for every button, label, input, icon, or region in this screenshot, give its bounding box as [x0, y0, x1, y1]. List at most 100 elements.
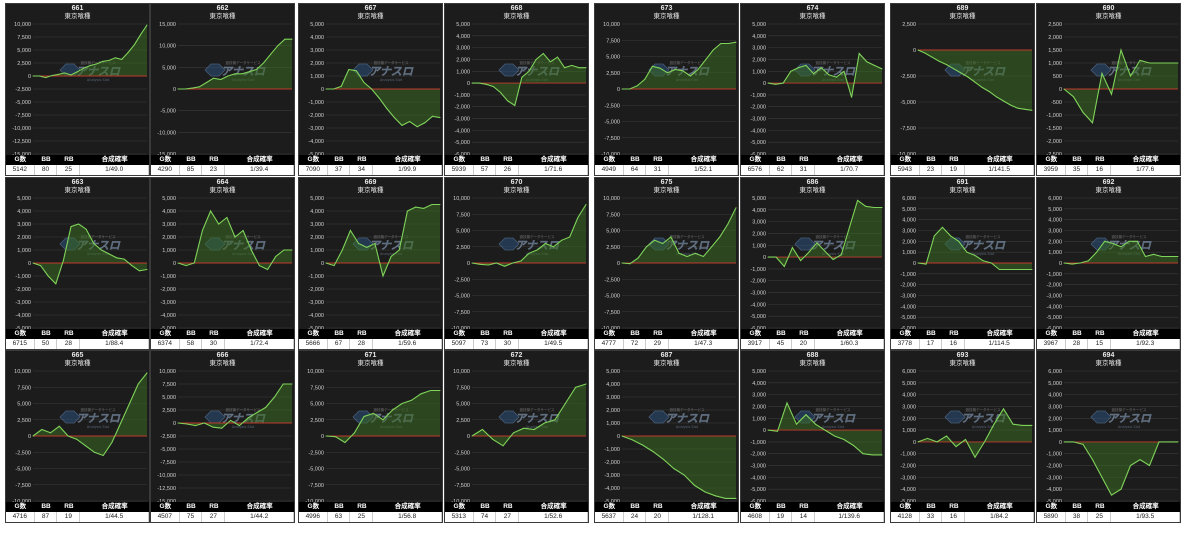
machine-panel[interactable]: 6,000 5,000 4,000 3,000 2,000 1,000 0 -1,000 -2,… — [890, 177, 1035, 350]
data-point — [702, 256, 704, 257]
bb-count-header: BB — [334, 156, 344, 163]
machine-panel[interactable]: 2,500 2,000 1,500 1,000 500 0 -500 -1,000 -1,500… — [1036, 3, 1181, 176]
y-tick-label: -2,000 — [308, 113, 324, 119]
y-tick-label: 0 — [173, 87, 176, 93]
data-point — [349, 230, 351, 231]
data-point — [32, 75, 34, 77]
y-tick-label: -3,000 — [750, 291, 766, 297]
stats-header-row: G数 BB RB 合成確率 — [445, 155, 588, 165]
machine-panel[interactable]: 5,000 4,000 3,000 2,000 1,000 0 -1,000 -2,000 -3… — [298, 3, 443, 176]
stats-value-row: 5313 74 27 1/52.6 — [445, 512, 588, 522]
data-point — [767, 256, 769, 258]
games-count-value: 5939 — [445, 165, 474, 175]
machine-panel[interactable]: 10,000 7,500 5,000 2,500 0 -2,500 -5,000 -7,500… — [444, 350, 589, 523]
combined-probability-header: 合成確率 — [690, 330, 717, 337]
y-tick-label: -4,000 — [308, 313, 324, 319]
machine-panel[interactable]: 5,000 4,000 3,000 2,000 1,000 0 -1,000 -2,000 -3… — [5, 177, 150, 350]
games-count-value: 5890 — [1037, 512, 1066, 522]
combined-probability-value: 1/139.6 — [815, 512, 884, 522]
logo-sub-text: Analysis Slot — [972, 252, 995, 256]
machine-panel[interactable]: 5,000 4,000 3,000 2,000 1,000 0 -1,000 -2,000 -3… — [594, 350, 739, 523]
data-point — [950, 235, 952, 237]
machine-panel[interactable]: 10,000 7,500 5,000 2,500 0 -2,500 -5,000 -7,500… — [5, 350, 150, 523]
stats-header-row: G数 BB RB 合成確率 — [299, 329, 442, 339]
machine-panel[interactable]: 10,000 7,500 5,000 2,500 0 -2,500 -5,000 -7,500… — [150, 350, 295, 523]
data-point — [735, 41, 737, 43]
data-point — [967, 76, 969, 78]
y-tick-label: 3,000 — [310, 222, 324, 228]
machine-panel[interactable]: 6,000 5,000 4,000 3,000 2,000 1,000 0 -1,000 -2,… — [890, 350, 1035, 523]
data-point — [120, 422, 122, 424]
machine-panel[interactable]: 5,000 4,000 3,000 2,000 1,000 0 -1,000 -2,000 -3… — [740, 350, 885, 523]
machine-number: 688 — [806, 352, 819, 359]
y-tick-label: -2,500 — [604, 103, 620, 109]
y-tick-label: -1,000 — [1046, 452, 1062, 458]
y-tick-label: 10,000 — [14, 22, 31, 28]
data-point — [808, 251, 810, 253]
bb-count-value: 28 — [1066, 339, 1089, 349]
data-point — [528, 70, 530, 72]
machine-panel[interactable]: 10,000 7,500 5,000 2,500 0 -2,500 -5,000 -7,500… — [298, 350, 443, 523]
games-count-value: 5142 — [6, 165, 35, 175]
logo-top-text: 遊技機データサービス — [520, 234, 555, 239]
games-count-value: 4507 — [151, 512, 180, 522]
machine-panel[interactable]: 10,000 7,500 5,000 2,500 0 -2,500 -5,000 -7,500… — [444, 177, 589, 350]
machine-number: 691 — [956, 179, 969, 186]
y-tick-label: -2,000 — [160, 287, 176, 293]
y-tick-label: -4,000 — [750, 128, 766, 134]
machine-panel[interactable]: 15,00010,0005,0000-5,000-10,000-15,000遊技… — [150, 3, 295, 176]
machine-panel[interactable]: 6,000 5,000 4,000 3,000 2,000 1,000 0 -1,000 -2,… — [1036, 350, 1181, 523]
machine-panel[interactable]: 5,000 4,000 3,000 2,000 1,000 0 -1,000 -2,000 -3… — [740, 3, 885, 176]
data-point — [865, 205, 867, 207]
data-point — [471, 82, 473, 84]
data-point — [824, 429, 826, 431]
machine-panel[interactable]: 5,000 4,000 3,000 2,000 1,000 0 -1,000 -2,000 -3… — [444, 3, 589, 176]
data-point — [363, 416, 365, 417]
data-point — [335, 436, 336, 438]
bb-count-header: BB — [334, 503, 344, 510]
data-point — [291, 383, 293, 385]
y-tick-label: -3,000 — [604, 473, 620, 479]
data-point — [536, 249, 538, 251]
combined-probability-value: 1/49.0 — [80, 165, 149, 175]
data-point — [631, 439, 633, 441]
stats-table: G数 BB RB 合成確率 5666 67 28 1/59.6 — [299, 329, 442, 349]
y-tick-label: 5,000 — [17, 196, 31, 202]
machine-panel[interactable]: 10,000 7,500 5,000 2,500 0 -2,500 -5,000 -7,500… — [5, 3, 150, 176]
machine-panel[interactable]: 6,000 5,000 4,000 3,000 2,000 1,000 0 -1,000 -2,… — [1036, 177, 1181, 350]
stats-value-row: 4716 87 19 1/44.5 — [6, 512, 149, 522]
rb-count-header: RB — [209, 156, 219, 163]
stats-table: G数 BB RB 合成確率 3959 35 16 1/77.6 — [1037, 155, 1180, 175]
series-area — [1064, 50, 1178, 123]
data-point — [642, 444, 644, 446]
data-point — [67, 435, 69, 437]
games-count-header: G数 — [603, 156, 616, 163]
machine-model-name: 東京喰種 — [357, 187, 384, 194]
y-tick-label: 7,500 — [606, 212, 620, 218]
combined-probability-header: 合成確率 — [394, 503, 421, 510]
data-point — [137, 383, 139, 385]
machine-panel[interactable]: 10,000 7,500 5,000 2,500 0 -2,500 -5,000 -7,500… — [594, 3, 739, 176]
y-tick-label: 1,500 — [1048, 48, 1062, 54]
y-tick-label: 1,000 — [606, 421, 620, 427]
data-point — [1092, 122, 1093, 124]
data-point — [557, 56, 558, 58]
y-tick-label: 2,500 — [1048, 22, 1062, 28]
rb-count-value: 25 — [57, 165, 81, 175]
data-point — [686, 256, 688, 257]
machine-panel[interactable]: 5,000 4,000 3,000 2,000 1,000 0 -1,000 -2,000 -3… — [150, 177, 295, 350]
machine-panel[interactable]: 2,5000-2,500-5,000-7,500-10,000遊技機データサービ… — [890, 3, 1035, 176]
series-area — [33, 224, 147, 284]
combined-probability-header: 合成確率 — [540, 156, 567, 163]
y-tick-label: 1,000 — [1048, 61, 1062, 67]
machine-panel[interactable]: 10,000 7,500 5,000 2,500 0 -2,500 -5,000 -7,500… — [594, 177, 739, 350]
machine-panel[interactable]: 5,000 4,000 3,000 2,000 1,000 0 -1,000 -2,000 -3… — [298, 177, 443, 350]
data-point — [1017, 107, 1019, 109]
data-point — [420, 393, 422, 395]
machine-number: 686 — [806, 179, 819, 186]
machine-panel[interactable]: 5,000 4,000 3,000 2,000 1,000 0 -1,000 -2,000 -3… — [740, 177, 885, 350]
combined-probability-header: 合成確率 — [101, 156, 128, 163]
rb-count-header: RB — [64, 503, 74, 510]
series-line — [32, 372, 148, 457]
logo-sub-text: Analysis Slot — [822, 425, 845, 429]
